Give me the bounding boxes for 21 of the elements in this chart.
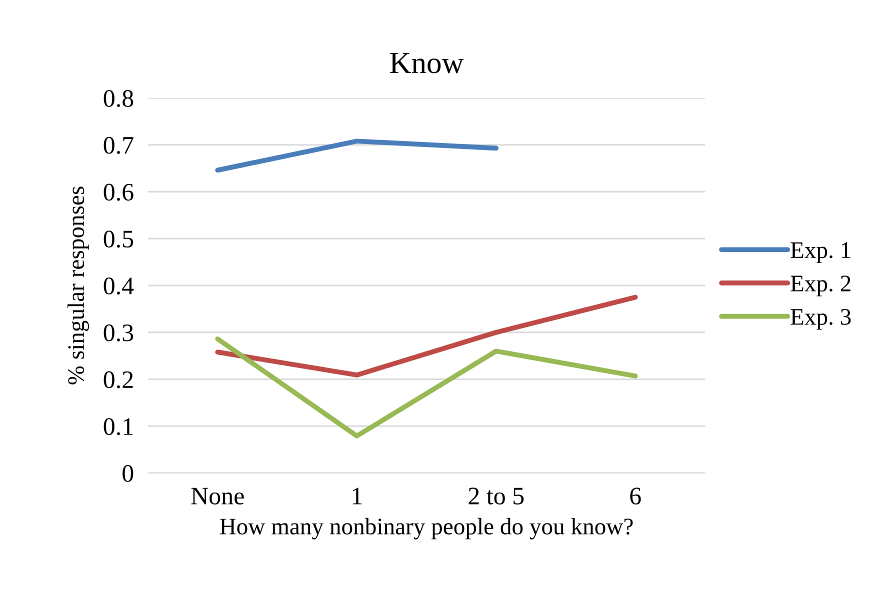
chart-title: Know (390, 52, 464, 74)
line-series (215, 336, 638, 438)
x-axis-title: How many nonbinary people do you know? (220, 518, 633, 540)
x-tick-label: 1 (352, 488, 362, 504)
y-tick-label: 0.4 (104, 278, 134, 295)
x-tick-label: 6 (630, 488, 641, 504)
y-tick-label: 0.2 (104, 371, 133, 388)
x-tick-label: 2 to 5 (468, 488, 524, 504)
y-tick-label: 0.6 (104, 184, 134, 201)
y-tick-label: 0 (122, 465, 134, 482)
y-axis-title: % singular responses (67, 186, 89, 384)
y-tick-label: 0.8 (104, 90, 134, 108)
x-tick-label: None (191, 488, 244, 504)
legend-label: Exp. 1 (790, 242, 850, 263)
y-tick-label: 0.1 (104, 418, 133, 436)
y-tick-label: 0.3 (104, 324, 134, 342)
y-tick-label: 0.5 (104, 230, 134, 248)
y-tick-label: 0.7 (104, 136, 134, 154)
legend-label: Exp. 2 (790, 276, 850, 296)
line-series (215, 294, 638, 378)
legend-label: Exp. 3 (790, 308, 851, 330)
